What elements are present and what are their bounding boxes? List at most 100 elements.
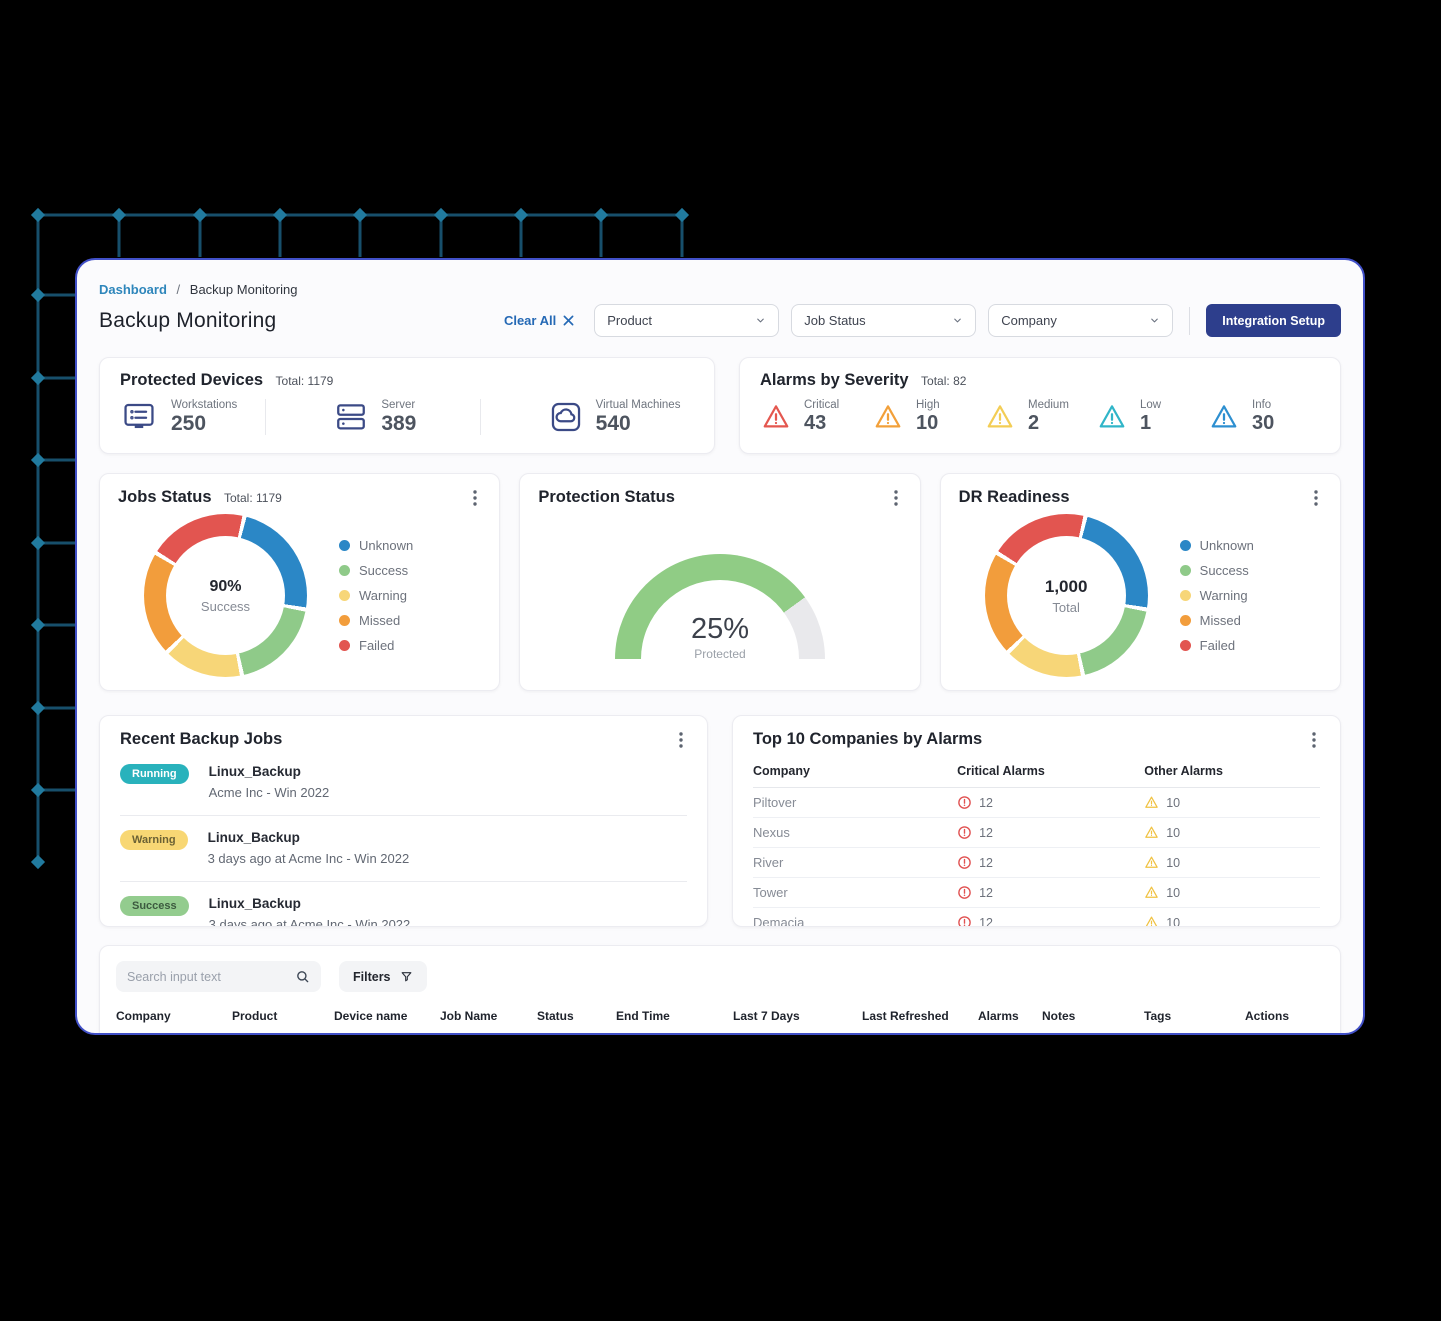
dr-readiness-legend: Unknown Success Warning Missed Failed bbox=[1179, 538, 1254, 653]
jobs-status-legend: Unknown Success Warning Missed Failed bbox=[339, 538, 413, 653]
alarms-by-severity-card: Alarms by Severity Total: 82 Critical 43 bbox=[739, 357, 1341, 454]
dr-readiness-donut-chart: 1,000 Total bbox=[984, 514, 1148, 677]
legend-dot bbox=[1179, 640, 1191, 651]
warning-triangle-icon bbox=[1145, 886, 1158, 898]
kebab-menu-icon[interactable] bbox=[675, 730, 687, 750]
kebab-menu-icon[interactable] bbox=[890, 488, 902, 508]
clear-all-button[interactable]: Clear All bbox=[504, 313, 574, 328]
kebab-menu-icon[interactable] bbox=[469, 488, 481, 508]
job-list-item: Success Linux_Backup 3 days ago at Acme … bbox=[120, 882, 687, 926]
legend-dot bbox=[1179, 540, 1191, 551]
legend-item: Success bbox=[1179, 563, 1254, 578]
legend-item: Success bbox=[339, 563, 413, 578]
card-title: Recent Backup Jobs bbox=[120, 730, 283, 748]
card-title: Protected Devices bbox=[120, 371, 264, 389]
company-filter-dropdown[interactable]: Company bbox=[988, 304, 1174, 337]
breadcrumb: Dashboard / Backup Monitoring bbox=[99, 282, 1341, 297]
job-list-item: Running Linux_Backup Acme Inc - Win 2022 bbox=[120, 750, 687, 816]
close-icon bbox=[563, 315, 574, 326]
alert-triangle-icon bbox=[763, 404, 789, 427]
critical-alarm-icon bbox=[958, 856, 971, 869]
table-row: River 12 10 bbox=[753, 848, 1320, 878]
card-title: DR Readiness bbox=[958, 488, 1070, 506]
kebab-menu-icon[interactable] bbox=[1308, 730, 1320, 750]
legend-dot bbox=[339, 540, 350, 551]
card-title: Top 10 Companies by Alarms bbox=[753, 730, 983, 748]
breadcrumb-separator: / bbox=[176, 282, 181, 297]
legend-item: Unknown bbox=[339, 538, 413, 553]
jobs-status-card: Jobs Status Total: 1179 90% Success bbox=[99, 473, 501, 691]
table-row: Nexus 12 10 bbox=[753, 818, 1320, 848]
legend-item: Missed bbox=[1179, 613, 1254, 628]
filter-funnel-icon bbox=[401, 972, 411, 982]
critical-alarm-icon bbox=[958, 796, 971, 809]
legend-dot bbox=[1179, 565, 1191, 576]
card-title: Protection Status bbox=[538, 488, 675, 506]
legend-item: Missed bbox=[339, 613, 413, 628]
virtual-machines-stat: Virtual Machines 540 bbox=[479, 399, 694, 436]
status-badge: Warning bbox=[120, 830, 188, 850]
job-status-filter-dropdown[interactable]: Job Status bbox=[791, 304, 977, 337]
legend-dot bbox=[339, 565, 350, 576]
virtual-machines-icon bbox=[551, 402, 580, 432]
breadcrumb-current: Backup Monitoring bbox=[189, 282, 298, 297]
protected-devices-card: Protected Devices Total: 1179 Works bbox=[99, 357, 715, 454]
alert-triangle-icon bbox=[1211, 404, 1237, 427]
status-badge: Running bbox=[120, 764, 189, 784]
job-detail: Acme Inc - Win 2022 bbox=[208, 785, 330, 800]
workstations-stat: Workstations 250 bbox=[120, 399, 265, 435]
job-name: Linux_Backup bbox=[208, 896, 301, 911]
low-alarms-stat: Low 1 bbox=[1096, 399, 1208, 434]
filters-button[interactable]: Filters bbox=[339, 961, 427, 992]
legend-item: Failed bbox=[339, 638, 413, 653]
legend-dot bbox=[339, 615, 350, 626]
jobs-status-donut-chart: 90% Success bbox=[144, 514, 307, 677]
table-row: Tower 12 10 bbox=[753, 878, 1320, 908]
jobs-table-header-row: Company Product Device name Job Name Sta… bbox=[116, 1009, 1324, 1033]
table-row: Demacia 12 10 bbox=[753, 908, 1320, 926]
table-row: Piltover 12 10 bbox=[753, 788, 1320, 818]
page-title: Backup Monitoring bbox=[99, 308, 277, 332]
search-input-wrapper bbox=[116, 961, 321, 992]
integration-setup-button[interactable]: Integration Setup bbox=[1206, 304, 1341, 337]
jobs-table-panel: Filters Company Product Device name Job … bbox=[99, 945, 1341, 1033]
legend-dot bbox=[1179, 590, 1191, 601]
chevron-down-icon bbox=[954, 318, 962, 323]
table-header-row: Company Critical Alarms Other Alarms bbox=[753, 754, 1320, 788]
top-companies-card: Top 10 Companies by Alarms Company Criti… bbox=[732, 715, 1341, 927]
job-list-item: Warning Linux_Backup 3 days ago at Acme … bbox=[120, 816, 687, 882]
kebab-menu-icon[interactable] bbox=[1310, 488, 1322, 508]
alert-triangle-icon bbox=[875, 404, 901, 427]
legend-item: Unknown bbox=[1179, 538, 1254, 553]
card-total: Total: 1179 bbox=[275, 374, 334, 388]
alert-triangle-icon bbox=[987, 404, 1013, 427]
legend-item: Failed bbox=[1179, 638, 1254, 653]
medium-alarms-stat: Medium 2 bbox=[984, 399, 1096, 434]
job-detail: 3 days ago at Acme Inc - Win 2022 bbox=[207, 851, 410, 866]
search-icon bbox=[297, 971, 309, 983]
controls-divider bbox=[1189, 306, 1191, 335]
product-filter-dropdown[interactable]: Product bbox=[594, 304, 780, 337]
card-total: Total: 82 bbox=[921, 374, 967, 388]
warning-triangle-icon bbox=[1145, 796, 1158, 808]
legend-dot bbox=[339, 640, 350, 651]
protection-status-card: Protection Status 25% Protected bbox=[519, 473, 921, 691]
backup-monitoring-dashboard: Dashboard / Backup Monitoring Backup Mon… bbox=[75, 258, 1365, 1035]
recent-backup-jobs-card: Recent Backup Jobs Running Linux_Backup … bbox=[99, 715, 708, 927]
job-name: Linux_Backup bbox=[207, 830, 300, 845]
server-icon bbox=[337, 404, 366, 430]
high-alarms-stat: High 10 bbox=[872, 399, 984, 434]
warning-triangle-icon bbox=[1145, 856, 1158, 868]
card-total: Total: 1179 bbox=[223, 491, 282, 505]
status-badge: Success bbox=[120, 896, 189, 916]
search-input[interactable] bbox=[127, 969, 295, 984]
recent-jobs-list: Running Linux_Backup Acme Inc - Win 2022… bbox=[120, 750, 687, 926]
card-title: Alarms by Severity bbox=[760, 371, 909, 389]
critical-alarm-icon bbox=[958, 886, 971, 899]
breadcrumb-dashboard-link[interactable]: Dashboard bbox=[99, 282, 167, 297]
legend-dot bbox=[339, 590, 350, 601]
protection-status-gauge-chart: 25% Protected bbox=[614, 554, 825, 659]
dr-readiness-card: DR Readiness 1,000 Total Unknown Suc bbox=[939, 473, 1341, 691]
